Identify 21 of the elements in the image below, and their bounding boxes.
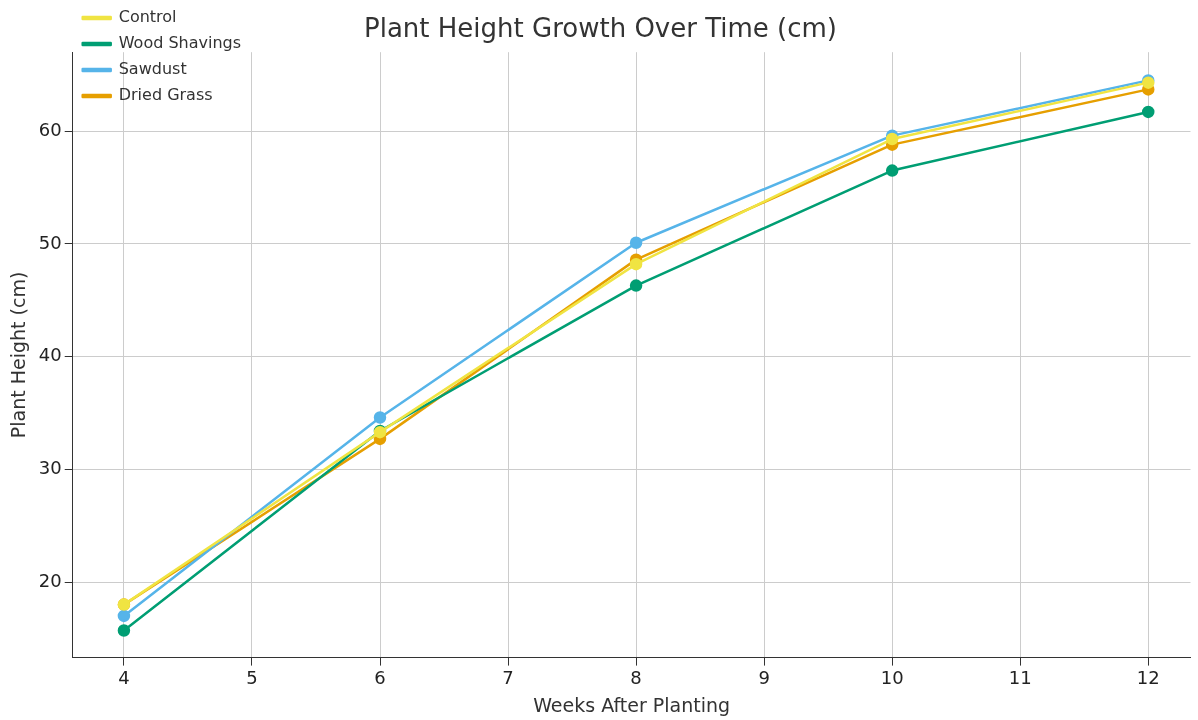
legend-label: Sawdust bbox=[118, 59, 187, 79]
y-tick-label: 30 bbox=[38, 457, 62, 478]
y-axis-title: Plant Height (cm) bbox=[7, 271, 30, 439]
x-tick-label: 8 bbox=[630, 667, 642, 689]
x-tick-label: 7 bbox=[502, 667, 514, 689]
x-tick-label: 11 bbox=[1008, 667, 1032, 689]
chart-title: Plant Height Growth Over Time (cm) bbox=[364, 13, 837, 44]
y-tick-label: 40 bbox=[38, 344, 62, 366]
legend-label: Control bbox=[118, 7, 177, 27]
x-tick-label: 10 bbox=[880, 667, 904, 689]
x-tick-label: 4 bbox=[118, 667, 130, 689]
legend-label: Wood Shavings bbox=[118, 33, 242, 53]
y-tick-label: 20 bbox=[38, 569, 62, 591]
y-tick-label: 50 bbox=[38, 231, 62, 253]
y-tick-label: 60 bbox=[38, 118, 62, 140]
x-axis-title: Weeks After Planting bbox=[533, 693, 731, 716]
legend-label: Dried Grass bbox=[118, 85, 213, 105]
x-tick-label: 12 bbox=[1136, 667, 1160, 689]
x-tick-label: 5 bbox=[246, 667, 258, 689]
x-tick-label: 6 bbox=[374, 667, 386, 689]
x-tick-label: 9 bbox=[758, 667, 770, 689]
